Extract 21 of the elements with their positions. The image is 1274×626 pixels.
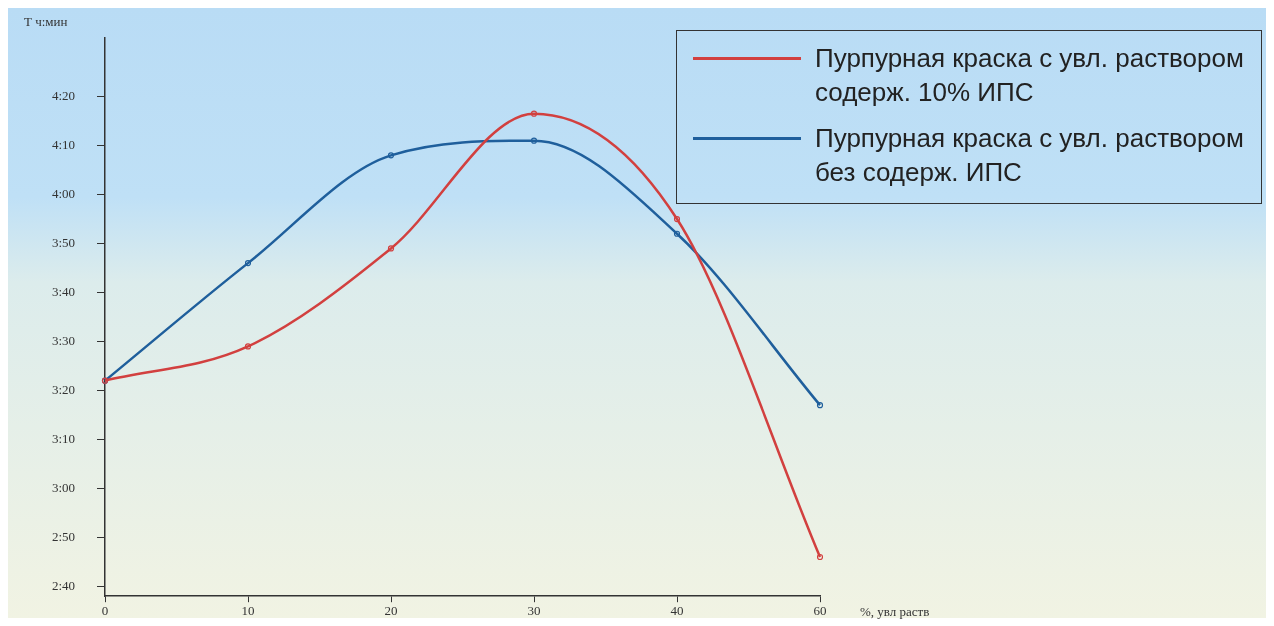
y-tick-label: 4:10: [51, 136, 75, 152]
y-tick-label: 3:00: [51, 479, 75, 495]
x-tick-label: 20: [384, 603, 398, 619]
x-tick-label: 10: [241, 603, 255, 619]
y-tick-label: 3:20: [51, 381, 75, 397]
y-tick-label: 2:40: [51, 577, 75, 593]
y-tick-label: 3:50: [51, 234, 75, 250]
x-tick-label: 40: [670, 603, 684, 619]
y-tick-label: 3:40: [51, 283, 75, 299]
x-axis-title: %, увл раств: [860, 604, 930, 620]
legend-label: Пурпурная краска с увл. раствором без содерж. ИПС: [815, 122, 1245, 189]
x-tick-label: 60: [813, 603, 827, 619]
y-tick-label: 4:00: [51, 185, 75, 201]
y-axis-title: Т ч:мин: [24, 13, 68, 29]
legend-label: Пурпурная краска с увл. раствором содерж. 10% ИПС: [815, 42, 1245, 109]
x-tick-label: 0: [101, 603, 109, 619]
y-tick-label: 3:30: [51, 332, 75, 348]
x-tick-label: 30: [527, 603, 541, 619]
y-tick-label: 4:20: [51, 88, 75, 103]
y-tick-label: 3:10: [51, 430, 75, 446]
y-tick-label: 2:50: [51, 528, 75, 544]
